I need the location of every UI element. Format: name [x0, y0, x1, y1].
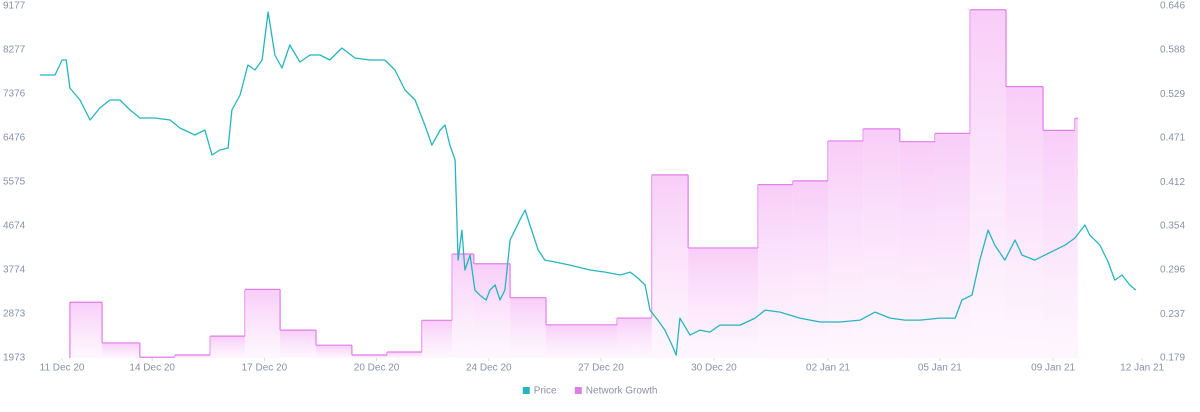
y-tick-label: 1973 [3, 353, 26, 364]
legend-label: Network Growth [586, 386, 658, 397]
price-line [40, 11, 1137, 356]
legend-swatch [522, 387, 530, 394]
step-area [351, 354, 388, 358]
y-tick-label: 8277 [3, 45, 26, 56]
y2-tick-label: 0.588 [1160, 44, 1185, 55]
x-tick-label: 17 Dec 20 [242, 363, 288, 374]
y-tick-label: 7376 [3, 89, 26, 100]
x-tick-label: 20 Dec 20 [354, 363, 400, 374]
step-area [827, 140, 864, 358]
step-area [421, 320, 453, 358]
x-tick-label: 27 Dec 20 [578, 363, 624, 374]
step-area [863, 128, 900, 358]
x-tick-label: 02 Jan 21 [806, 363, 850, 374]
step-area [1074, 118, 1078, 358]
step-area [280, 330, 317, 358]
y-tick-label: 3774 [3, 265, 26, 276]
step-area [452, 253, 474, 358]
step-area [175, 354, 211, 358]
y2-tick-label: 0.354 [1160, 221, 1185, 232]
y-tick-label: 4674 [3, 221, 26, 232]
step-area [970, 9, 1007, 358]
step-area [316, 345, 352, 358]
y-tick-label: 2873 [3, 309, 26, 320]
x-tick-label: 05 Jan 21 [918, 363, 962, 374]
y2-tick-label: 0.646 [1160, 1, 1185, 12]
x-tick-label: 24 Dec 20 [466, 363, 512, 374]
y2-tick-label: 0.471 [1160, 133, 1185, 144]
step-area [102, 342, 140, 358]
x-tick-label: 12 Jan 21 [1120, 363, 1164, 374]
step-area [546, 324, 618, 358]
step-area [1043, 130, 1075, 358]
y-tick-label: 5575 [3, 177, 26, 188]
x-tick-label: 14 Dec 20 [129, 363, 175, 374]
network-growth-series [69, 9, 1078, 358]
step-area [934, 133, 971, 358]
y2-tick-label: 0.237 [1160, 309, 1185, 320]
step-area [387, 351, 422, 358]
step-area [688, 247, 759, 358]
step-area [617, 318, 652, 358]
step-area [473, 263, 511, 358]
step-area [792, 180, 828, 358]
x-tick-label: 09 Jan 21 [1031, 363, 1075, 374]
step-area [510, 297, 547, 358]
y-tick-label: 6476 [3, 133, 26, 144]
step-area [1006, 86, 1044, 358]
step-area [69, 302, 103, 358]
y2-tick-label: 0.412 [1160, 177, 1185, 188]
y2-tick-label: 0.179 [1160, 353, 1185, 364]
x-tick-label: 11 Dec 20 [40, 363, 85, 374]
y2-tick-label: 0.529 [1160, 89, 1185, 100]
y2-tick-label: 0.296 [1160, 264, 1185, 275]
step-area [899, 141, 935, 358]
y-tick-label: 9177 [3, 1, 26, 12]
legend-swatch [574, 387, 582, 394]
step-area [244, 289, 281, 358]
legend-label: Price [534, 386, 557, 397]
step-area [210, 336, 245, 358]
x-tick-label: 30 Dec 20 [691, 363, 737, 374]
step-area [758, 184, 793, 358]
step-area [651, 174, 689, 358]
